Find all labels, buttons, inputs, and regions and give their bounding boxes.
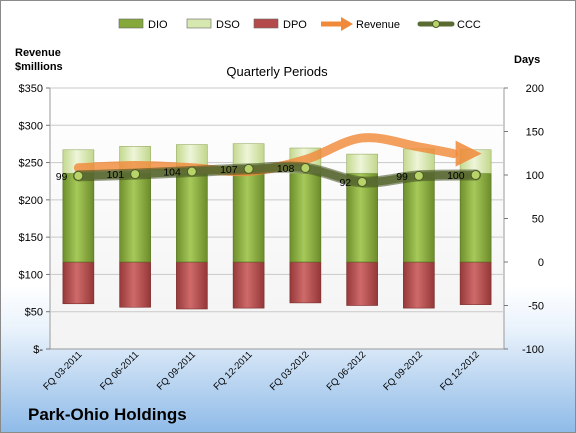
company-name: Park-Ohio Holdings bbox=[28, 405, 187, 424]
bar-dio bbox=[176, 172, 208, 263]
ccc-data-label: 99 bbox=[56, 171, 68, 183]
legend-label-revenue: Revenue bbox=[356, 19, 400, 31]
ccc-point bbox=[186, 166, 197, 177]
ccc-data-label: 99 bbox=[396, 171, 408, 183]
left-tick-label: $200 bbox=[19, 195, 43, 207]
bar-dpo bbox=[62, 261, 95, 305]
bar-dso bbox=[346, 153, 378, 174]
left-axis-title-line: Revenue bbox=[15, 47, 61, 59]
ccc-point bbox=[357, 176, 368, 187]
right-tick-label: 50 bbox=[532, 214, 544, 226]
category-label-fq-09-2011: FQ 09-2011 bbox=[155, 349, 198, 392]
ccc-point bbox=[243, 163, 254, 174]
bar-dpo bbox=[403, 261, 435, 309]
right-axis-title: Days bbox=[514, 54, 540, 66]
category-label-fq-03-2012: FQ 03-2012 bbox=[268, 349, 312, 393]
ccc-point bbox=[413, 170, 424, 181]
bar-dpo bbox=[176, 261, 208, 310]
bar-dpo bbox=[232, 261, 265, 309]
bar-dio bbox=[289, 172, 322, 263]
bar-dpo bbox=[289, 261, 322, 304]
right-tick-label: 100 bbox=[526, 170, 544, 182]
right-tick-label: -100 bbox=[522, 344, 544, 356]
category-label-fq-03-2011: FQ 03-2011 bbox=[41, 349, 84, 392]
legend-swatch-dpo bbox=[253, 18, 279, 29]
right-tick-label: -50 bbox=[528, 301, 544, 313]
left-tick-label: $150 bbox=[19, 232, 43, 244]
legend-label-dio: DIO bbox=[148, 19, 168, 31]
ccc-point bbox=[470, 170, 481, 180]
legend-label-dso: DSO bbox=[216, 19, 240, 31]
bar-dpo bbox=[119, 261, 151, 308]
category-label-fq-09-2012: FQ 09-2012 bbox=[381, 349, 425, 393]
bar-dio bbox=[403, 172, 435, 263]
ccc-data-label: 104 bbox=[163, 167, 181, 179]
right-tick-label: 150 bbox=[526, 127, 544, 139]
category-label-fq-12-2012: FQ 12-2012 bbox=[438, 349, 482, 393]
bar-dio bbox=[232, 172, 265, 263]
chart-title: Quarterly Periods bbox=[226, 64, 328, 79]
left-tick-label: $100 bbox=[19, 269, 43, 281]
legend-marker-ccc bbox=[432, 20, 440, 28]
left-tick-label: $350 bbox=[19, 83, 43, 95]
legend-label-ccc: CCC bbox=[457, 19, 481, 31]
right-tick-label: 0 bbox=[538, 257, 544, 269]
ccc-point bbox=[73, 170, 84, 181]
ccc-point bbox=[300, 163, 311, 174]
right-tick-label: 200 bbox=[526, 83, 544, 95]
legend-swatch-dio bbox=[118, 18, 144, 29]
bar-dio bbox=[62, 172, 95, 263]
left-axis-title-line: $millions bbox=[15, 61, 63, 73]
bar-dpo bbox=[459, 261, 492, 305]
ccc-data-label: 92 bbox=[339, 177, 351, 189]
legend-arrow-revenue bbox=[341, 17, 353, 31]
ccc-data-label: 101 bbox=[107, 169, 125, 181]
left-tick-label: $300 bbox=[19, 120, 43, 132]
left-tick-label: $- bbox=[33, 344, 43, 356]
category-label-fq-06-2012: FQ 06-2012 bbox=[325, 349, 369, 393]
plot-area bbox=[49, 87, 505, 350]
left-tick-label: $250 bbox=[19, 158, 43, 170]
ccc-data-label: 108 bbox=[277, 163, 295, 175]
ccc-point bbox=[130, 169, 141, 180]
category-label-fq-12-2011: FQ 12-2011 bbox=[212, 349, 255, 392]
legend-label-dpo: DPO bbox=[283, 19, 307, 31]
bar-dpo bbox=[346, 261, 378, 306]
bar-dio bbox=[119, 172, 151, 263]
bar-dio bbox=[459, 172, 492, 263]
ccc-data-label: 107 bbox=[220, 164, 238, 176]
ccc-data-label: 100 bbox=[447, 170, 465, 182]
bar-dio bbox=[346, 172, 378, 263]
revenue-arrowhead bbox=[455, 140, 482, 167]
category-label-fq-06-2011: FQ 06-2011 bbox=[98, 349, 141, 392]
legend-swatch-dso bbox=[186, 18, 212, 29]
left-tick-label: $50 bbox=[25, 307, 43, 319]
